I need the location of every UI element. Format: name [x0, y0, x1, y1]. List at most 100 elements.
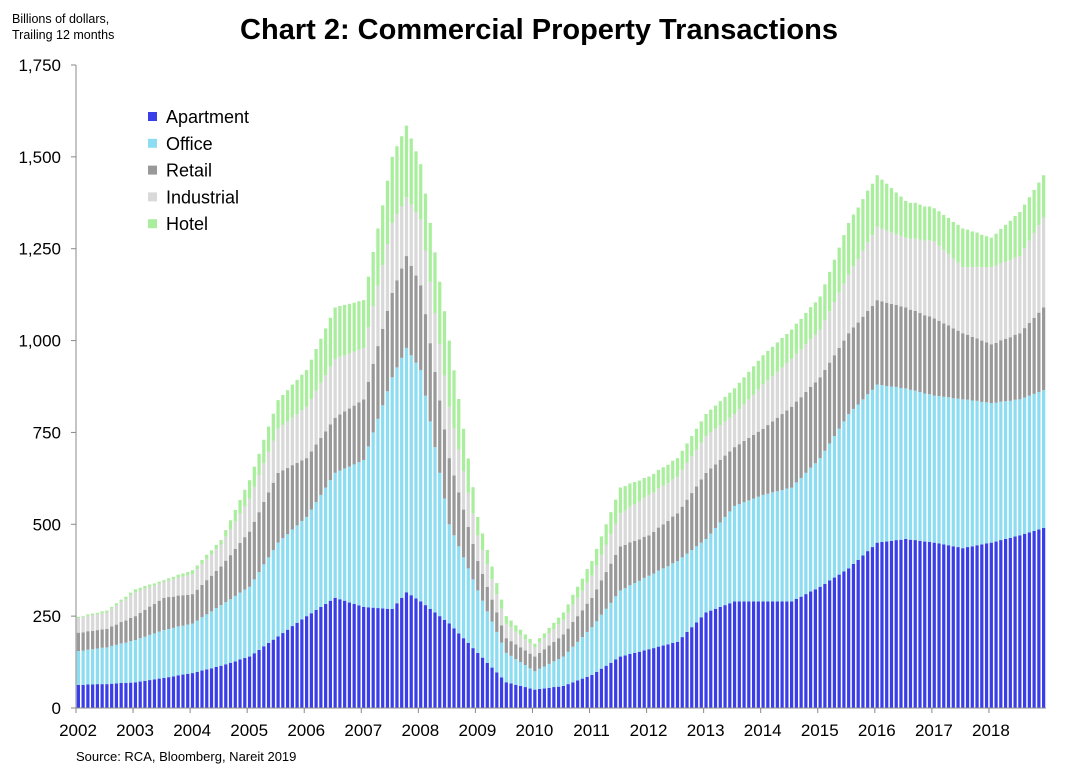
bar-office [171, 627, 176, 677]
bar-office [1027, 395, 1031, 533]
bar-retail [428, 343, 432, 422]
bar-retail [181, 595, 185, 626]
bar-apartment [205, 669, 209, 708]
bar-apartment [195, 671, 199, 708]
bar-apartment [438, 616, 442, 708]
bar-hotel [352, 302, 356, 352]
bar-office [908, 389, 913, 540]
bar-industrial [423, 250, 428, 315]
bar-hotel [994, 233, 998, 266]
bar-office [476, 590, 480, 653]
bar-hotel [685, 443, 689, 463]
bar-retail [347, 408, 352, 467]
bar-hotel [404, 125, 409, 198]
bar-apartment [200, 670, 204, 708]
bar-hotel [851, 214, 856, 266]
bar-hotel [880, 179, 884, 229]
bar-hotel [138, 587, 142, 591]
bar-apartment [414, 598, 418, 708]
bar-office [366, 446, 371, 608]
bar-apartment [804, 594, 808, 708]
bar-industrial [799, 349, 803, 398]
bar-office [837, 428, 841, 575]
bar-apartment [76, 684, 80, 708]
bar-office [666, 566, 670, 645]
bar-hotel [385, 180, 390, 244]
bar-office [794, 482, 798, 599]
bar-industrial [576, 597, 580, 617]
bar-apartment [1027, 532, 1031, 708]
bar-industrial [100, 613, 104, 630]
bar-office [490, 621, 494, 668]
bar-retail [661, 524, 665, 569]
bar-apartment [86, 684, 90, 708]
bar-retail [309, 451, 313, 510]
bar-apartment [466, 642, 470, 708]
bar-industrial [1042, 217, 1046, 308]
bar-apartment [618, 656, 623, 708]
y-tick-label: 1,500 [18, 148, 61, 167]
bar-industrial [766, 380, 770, 426]
bar-industrial [975, 266, 979, 339]
bar-apartment [975, 545, 979, 708]
bar-hotel [690, 436, 694, 457]
bar-industrial [637, 501, 642, 540]
bar-hotel [252, 466, 256, 487]
bar-retail [499, 625, 504, 643]
bar-industrial [870, 235, 875, 307]
bar-office [766, 493, 770, 602]
bar-apartment [590, 674, 594, 708]
source-note: Source: RCA, Bloomberg, Nareit 2019 [76, 749, 297, 764]
bar-retail [537, 652, 542, 669]
bar-industrial [447, 406, 451, 459]
bar-hotel [485, 550, 489, 565]
bar-hotel [457, 398, 461, 450]
bar-apartment [452, 628, 456, 708]
bar-industrial [661, 485, 665, 525]
bar-industrial [723, 421, 727, 456]
bar-hotel [162, 580, 166, 582]
bar-industrial [913, 238, 917, 311]
bar-office [832, 436, 837, 578]
bar-industrial [352, 351, 356, 406]
bar-apartment [980, 544, 984, 708]
bar-apartment [870, 547, 875, 708]
bar-retail [999, 340, 1003, 402]
bar-hotel [537, 638, 542, 643]
bar-apartment [381, 608, 385, 708]
bar-office [319, 494, 323, 607]
bar-retail [637, 539, 642, 581]
bar-apartment [552, 687, 556, 708]
bar-hotel [1008, 220, 1012, 261]
bar-office [847, 414, 851, 569]
bar-industrial [666, 483, 670, 521]
bar-office [923, 393, 927, 542]
bar-hotel [328, 317, 332, 367]
bar-apartment [95, 684, 100, 708]
bar-retail [818, 377, 822, 459]
bar-retail [813, 382, 817, 464]
bar-apartment [1022, 533, 1027, 708]
bar-office [875, 384, 879, 543]
bar-apartment [314, 609, 318, 708]
bar-office [542, 666, 546, 689]
bar-hotel [224, 530, 228, 537]
bar-office [528, 668, 532, 689]
bar-apartment [209, 668, 214, 708]
bar-retail [965, 334, 970, 400]
bar-hotel [870, 183, 875, 236]
bar-retail [152, 604, 157, 634]
bar-office [400, 357, 404, 598]
bar-industrial [557, 624, 561, 639]
x-tick-label: 2016 [858, 721, 896, 740]
bar-office [1008, 400, 1012, 538]
bar-hotel [338, 306, 342, 357]
bar-hotel [756, 360, 760, 390]
bar-apartment [247, 656, 252, 708]
bar-hotel [889, 188, 894, 233]
bar-industrial [523, 639, 527, 651]
bar-apartment [851, 563, 856, 708]
bar-hotel [319, 338, 323, 383]
bar-hotel [571, 594, 575, 605]
bar-apartment [828, 580, 832, 708]
